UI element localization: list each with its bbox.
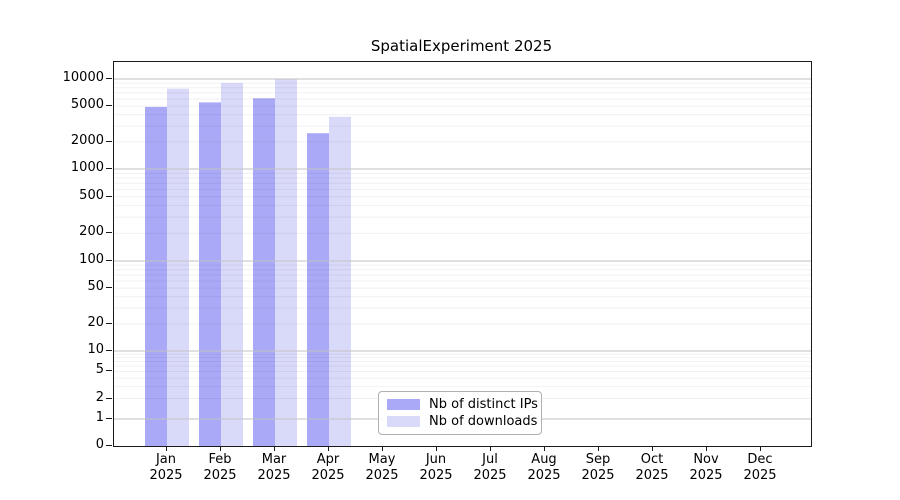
bar-nb-of-distinct-ips-mar-2025 <box>253 98 275 446</box>
y-tick-label: 100 <box>79 252 104 267</box>
x-tick-year: 2025 <box>257 468 291 483</box>
x-tick-year: 2025 <box>365 468 399 483</box>
x-tick-label: Jun 2025 <box>409 452 463 484</box>
legend-entry-distinct-ips: Nb of distinct IPs <box>387 396 538 413</box>
y-tick-mark <box>106 260 112 261</box>
y-tick-label: 10 <box>87 342 104 357</box>
y-tick-mark <box>106 350 112 351</box>
y-tick-mark <box>106 398 112 399</box>
legend: Nb of distinct IPs Nb of downloads <box>378 391 542 435</box>
x-tick-mark <box>328 447 329 451</box>
legend-entry-downloads: Nb of downloads <box>387 413 537 430</box>
x-tick-mark <box>166 447 167 451</box>
bar-nb-of-downloads-apr-2025 <box>329 116 351 446</box>
y-tick-label: 2 <box>95 390 104 405</box>
bar-nb-of-distinct-ips-jan-2025 <box>145 106 167 446</box>
plot-area <box>113 61 812 447</box>
x-tick-month: May <box>368 452 396 467</box>
bar-nb-of-downloads-mar-2025 <box>275 79 297 446</box>
y-tick-label: 1 <box>95 410 104 425</box>
x-tick-mark <box>220 447 221 451</box>
x-tick-label: Nov 2025 <box>679 452 733 484</box>
chart-title: SpatialExperiment 2025 <box>370 37 553 55</box>
y-tick-label: 200 <box>79 224 104 239</box>
bar-nb-of-downloads-feb-2025 <box>221 83 243 446</box>
x-tick-label: Jul 2025 <box>463 452 517 484</box>
legend-label-distinct-ips: Nb of distinct IPs <box>429 397 538 412</box>
x-tick-label: Mar 2025 <box>247 452 301 484</box>
y-tick-mark <box>106 232 112 233</box>
x-tick-mark <box>544 447 545 451</box>
y-tick-mark <box>106 287 112 288</box>
x-tick-mark <box>436 447 437 451</box>
x-tick-label: Sep 2025 <box>571 452 625 484</box>
x-tick-mark <box>274 447 275 451</box>
y-tick-label: 0 <box>95 437 104 452</box>
y-tick-mark <box>106 323 112 324</box>
x-tick-year: 2025 <box>743 468 777 483</box>
x-tick-month: Oct <box>640 452 664 467</box>
x-tick-label: Oct 2025 <box>625 452 679 484</box>
chart-canvas <box>114 78 811 446</box>
legend-swatch-distinct-ips <box>387 399 420 410</box>
y-tick-mark <box>106 105 112 106</box>
x-tick-year: 2025 <box>311 468 345 483</box>
y-tick-mark <box>106 370 112 371</box>
y-tick-label: 50 <box>87 279 104 294</box>
x-tick-month: Jul <box>482 452 498 467</box>
x-tick-year: 2025 <box>527 468 561 483</box>
bar-nb-of-distinct-ips-feb-2025 <box>199 102 221 446</box>
x-tick-month: Sep <box>585 452 611 467</box>
x-tick-label: Apr 2025 <box>301 452 355 484</box>
x-tick-month: Apr <box>316 452 340 467</box>
x-tick-month: Aug <box>531 452 557 467</box>
x-tick-year: 2025 <box>419 468 453 483</box>
x-tick-mark <box>652 447 653 451</box>
x-tick-mark <box>706 447 707 451</box>
x-tick-month: Mar <box>261 452 287 467</box>
x-tick-year: 2025 <box>689 468 723 483</box>
x-tick-mark <box>382 447 383 451</box>
y-tick-mark <box>106 418 112 419</box>
x-tick-year: 2025 <box>149 468 183 483</box>
x-tick-label: Aug 2025 <box>517 452 571 484</box>
x-tick-mark <box>760 447 761 451</box>
x-tick-year: 2025 <box>635 468 669 483</box>
x-tick-mark <box>598 447 599 451</box>
y-tick-label: 500 <box>79 188 104 203</box>
legend-label-downloads: Nb of downloads <box>429 414 538 429</box>
x-tick-label: Feb 2025 <box>193 452 247 484</box>
y-tick-label: 5 <box>95 362 104 377</box>
x-tick-label: May 2025 <box>355 452 409 484</box>
x-tick-month: Jun <box>425 452 447 467</box>
y-tick-label: 20 <box>87 315 104 330</box>
x-tick-label: Dec 2025 <box>733 452 787 484</box>
bar-nb-of-distinct-ips-apr-2025 <box>307 133 329 446</box>
x-tick-year: 2025 <box>473 468 507 483</box>
x-tick-month: Nov <box>693 452 719 467</box>
x-tick-year: 2025 <box>203 468 237 483</box>
bar-nb-of-downloads-jan-2025 <box>167 88 189 446</box>
y-tick-mark <box>106 78 112 79</box>
y-tick-label: 5000 <box>70 97 104 112</box>
x-tick-year: 2025 <box>581 468 615 483</box>
legend-swatch-downloads <box>387 416 420 427</box>
x-tick-label: Jan 2025 <box>139 452 193 484</box>
y-tick-label: 1000 <box>70 160 104 175</box>
y-tick-mark <box>106 141 112 142</box>
x-tick-month: Dec <box>747 452 773 467</box>
x-tick-month: Jan <box>155 452 177 467</box>
x-tick-month: Feb <box>208 452 232 467</box>
y-tick-label: 2000 <box>70 133 104 148</box>
y-tick-mark <box>106 445 112 446</box>
y-tick-label: 10000 <box>62 70 104 85</box>
x-tick-mark <box>490 447 491 451</box>
y-tick-mark <box>106 168 112 169</box>
y-tick-mark <box>106 196 112 197</box>
